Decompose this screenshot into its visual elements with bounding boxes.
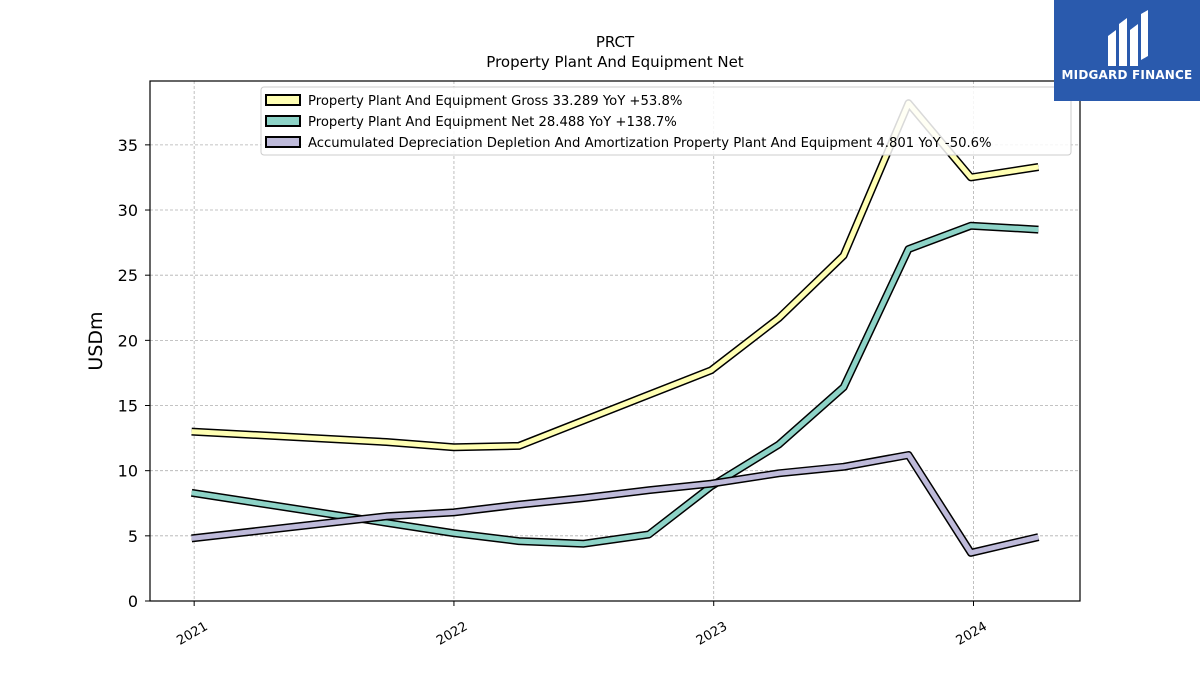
- x-tick-label: 2021: [174, 619, 210, 649]
- legend-swatch-2: [265, 136, 301, 148]
- y-tick-label: 30: [118, 201, 138, 220]
- logo-text: MIDGARD FINANCE: [1061, 68, 1193, 82]
- x-tick-label: 2023: [694, 619, 730, 649]
- legend-box: [260, 86, 1072, 156]
- y-tick-label: 5: [128, 527, 138, 546]
- axis-ticks: 0 5 10 15 20 25 30 35 2021 2022 2023 2024: [118, 136, 990, 649]
- legend-swatch-1: [265, 115, 301, 127]
- chart-title: Property Plant And Equipment Net: [486, 53, 743, 71]
- x-tick-label: 2022: [434, 619, 470, 649]
- series-layer: [190, 99, 1040, 557]
- series-line-1: [191, 223, 1039, 547]
- legend-label-1: Property Plant And Equipment Net 28.488 …: [308, 115, 677, 130]
- legend: Property Plant And Equipment Gross 33.28…: [260, 86, 1072, 156]
- chart-ticker: PRCT: [596, 33, 635, 51]
- y-tick-label: 25: [118, 266, 138, 285]
- series-line-2: [191, 452, 1039, 556]
- legend-swatch-0: [265, 94, 301, 106]
- y-tick-label: 35: [118, 136, 138, 155]
- midgard-finance-logo: MIDGARD FINANCE: [1054, 0, 1200, 101]
- grid: [150, 81, 1080, 601]
- y-tick-label: 15: [118, 397, 138, 416]
- y-tick-label: 10: [118, 462, 138, 481]
- legend-label-2: Accumulated Depreciation Depletion And A…: [308, 136, 992, 151]
- plot-frame: [149, 80, 1081, 602]
- y-tick-label: 20: [118, 331, 138, 350]
- y-tick-label: 0: [128, 592, 138, 611]
- legend-label-0: Property Plant And Equipment Gross 33.28…: [308, 94, 682, 109]
- x-tick-label: 2024: [954, 619, 990, 649]
- y-axis-label: USDm: [85, 311, 107, 370]
- logo-mark-icon: [1108, 10, 1148, 66]
